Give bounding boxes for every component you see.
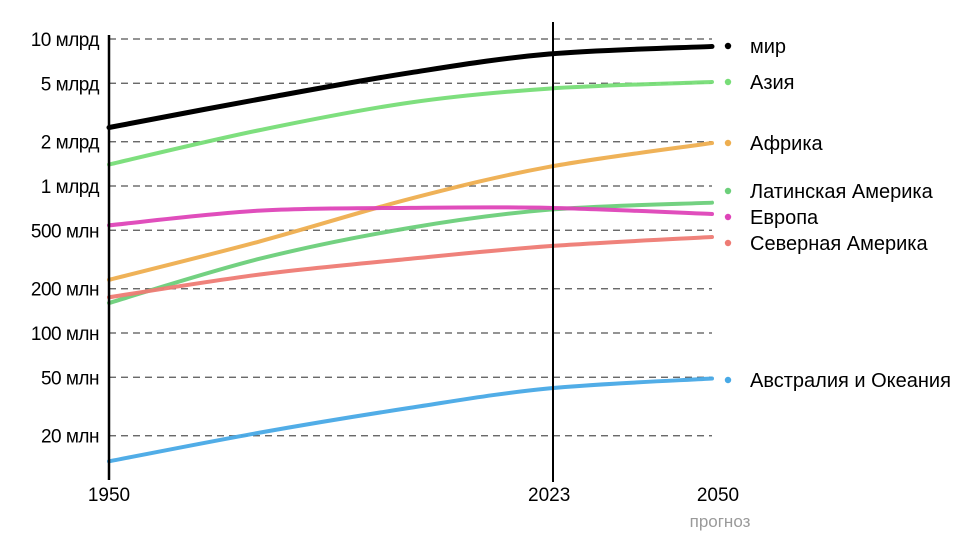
y-tick-label: 5 млрд <box>41 74 100 95</box>
legend-dot <box>724 213 732 221</box>
legend-dot <box>724 239 732 247</box>
y-tick-label: 2 млрд <box>41 133 100 154</box>
series-line-1 <box>107 79 714 167</box>
y-axis-ticks: 10 млрд 5 млрд 2 млрд 1 млрд 500 млн 200 млн 1… <box>31 30 100 448</box>
legend-dot <box>724 187 732 195</box>
x-axis-ticks: 1950 2023 2050 <box>88 485 739 506</box>
series-line-5 <box>107 234 714 300</box>
legend-label: Северная Америка <box>750 233 928 255</box>
x-tick-label: 2050 <box>697 485 739 506</box>
legend-label: Австралия и Океания <box>750 370 951 392</box>
x-tick-label: 2023 <box>528 485 570 506</box>
series-line-4 <box>107 205 714 228</box>
x-tick-label: 1950 <box>88 485 130 506</box>
y-tick-label: 100 млн <box>31 324 99 345</box>
y-tick-label: 50 млн <box>41 368 99 389</box>
series-line-0 <box>106 43 715 131</box>
legend-dot <box>724 139 732 147</box>
series-lines <box>106 43 715 464</box>
legend-label: Латинская Америка <box>750 181 934 203</box>
legend-label: Азия <box>750 72 795 94</box>
series-line-6 <box>107 376 714 464</box>
y-tick-label: 20 млн <box>41 427 99 448</box>
gridlines <box>109 38 712 437</box>
legend: мир Азия Африка Латинская Америка Европа Севе… <box>724 36 951 392</box>
legend-label: Африка <box>750 133 824 155</box>
y-tick-label: 10 млрд <box>31 30 100 51</box>
legend-dot <box>724 78 732 86</box>
legend-label: мир <box>750 36 786 58</box>
series-line-2 <box>107 141 714 282</box>
series-line-3 <box>107 200 714 305</box>
legend-dot <box>724 42 732 50</box>
forecast-label: прогноз <box>690 512 751 531</box>
y-tick-label: 200 млн <box>31 280 99 301</box>
legend-label: Европа <box>750 207 819 229</box>
y-tick-label: 1 млрд <box>41 177 100 198</box>
y-tick-label: 500 млн <box>31 221 99 242</box>
legend-dot <box>724 376 732 384</box>
